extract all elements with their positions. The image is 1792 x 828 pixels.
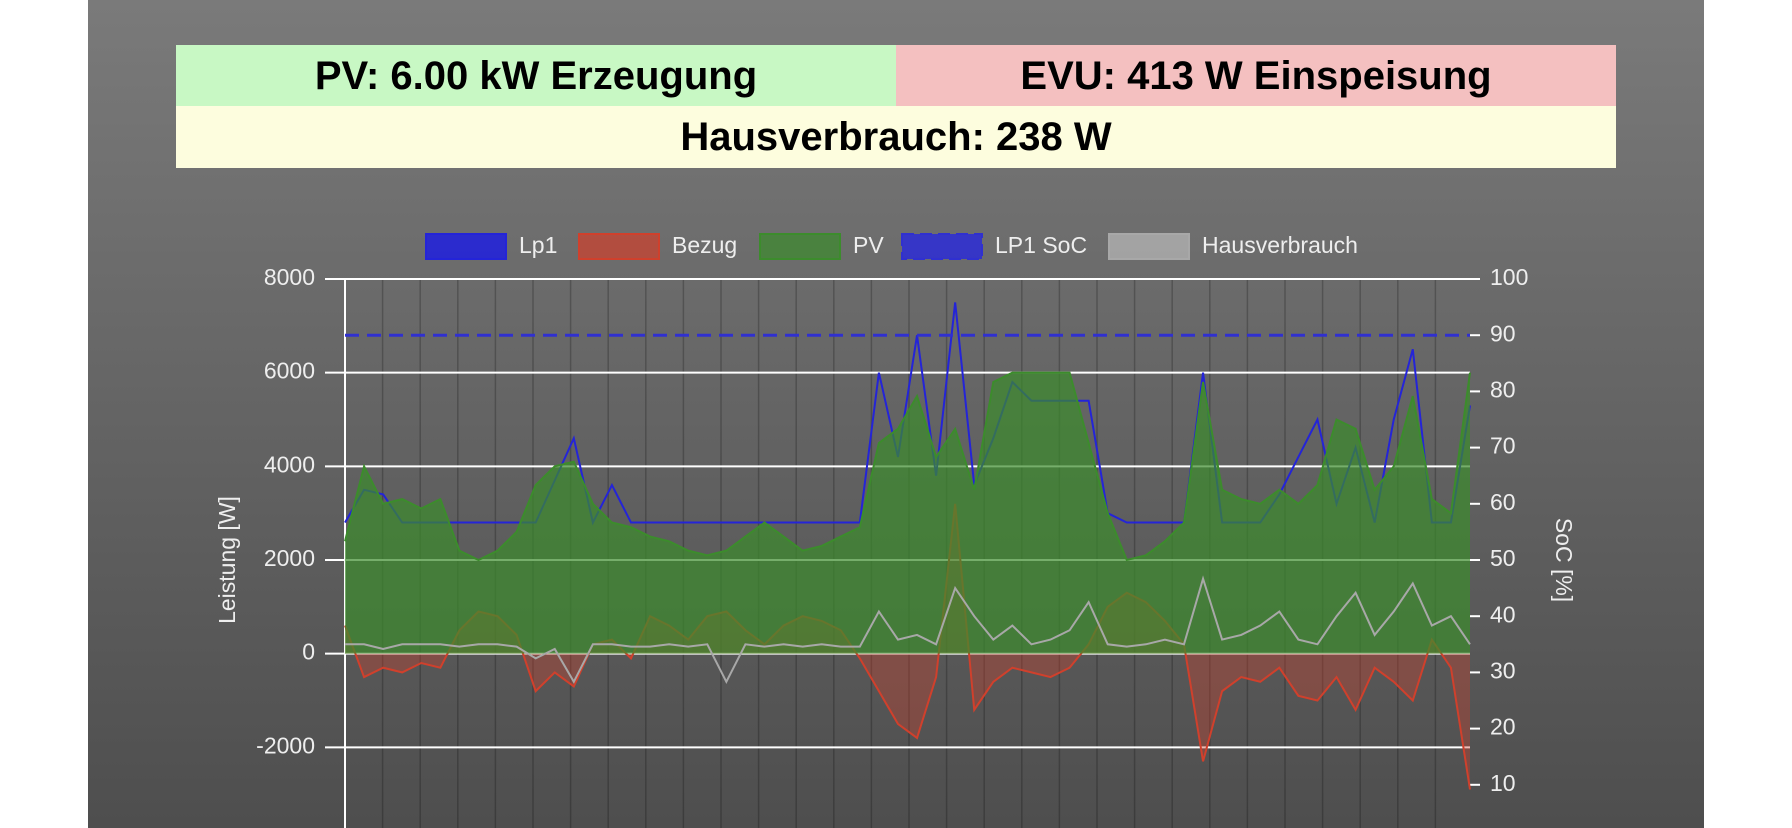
y2-axis-label: SoC [%] xyxy=(1551,518,1577,602)
legend-swatch xyxy=(759,233,841,260)
y-tick-label: 2000 xyxy=(264,545,315,571)
legend-swatch xyxy=(425,233,507,260)
legend-swatch xyxy=(1108,233,1190,260)
pv-status: PV: 6.00 kW Erzeugung xyxy=(176,45,896,107)
legend-swatch xyxy=(578,233,660,260)
legend-label: Lp1 xyxy=(519,232,557,258)
y-tick-label: 0 xyxy=(302,639,315,665)
y2-tick-label: 20 xyxy=(1490,714,1516,740)
legend-label: PV xyxy=(853,232,884,258)
y-tick-label: 6000 xyxy=(264,358,315,384)
y2-tick-label: 60 xyxy=(1490,489,1516,515)
y2-tick-label: 50 xyxy=(1490,545,1516,571)
legend-label: Hausverbrauch xyxy=(1202,232,1358,258)
line xyxy=(344,371,1471,562)
y-axis-label: Leistung [W] xyxy=(214,496,240,624)
y2-tick-label: 10 xyxy=(1490,770,1516,796)
y-tick-label: -2000 xyxy=(256,732,315,758)
y2-tick-label: 80 xyxy=(1490,376,1516,402)
area xyxy=(345,372,1470,654)
line xyxy=(345,575,1471,684)
line xyxy=(344,503,1471,790)
house-status: Hausverbrauch: 238 W xyxy=(176,106,1616,168)
y2-tick-label: 70 xyxy=(1490,433,1516,459)
legend-label: Bezug xyxy=(672,232,737,258)
y-tick-label: 8000 xyxy=(264,264,315,290)
y2-tick-label: 90 xyxy=(1490,320,1516,346)
y-tick-label: 4000 xyxy=(264,451,315,477)
y2-tick-label: 30 xyxy=(1490,657,1516,683)
legend-label: LP1 SoC xyxy=(995,232,1087,258)
evu-status: EVU: 413 W Einspeisung xyxy=(896,45,1616,107)
y2-tick-label: 100 xyxy=(1490,264,1528,290)
y2-tick-label: 40 xyxy=(1490,601,1516,627)
legend-swatch xyxy=(901,233,983,260)
